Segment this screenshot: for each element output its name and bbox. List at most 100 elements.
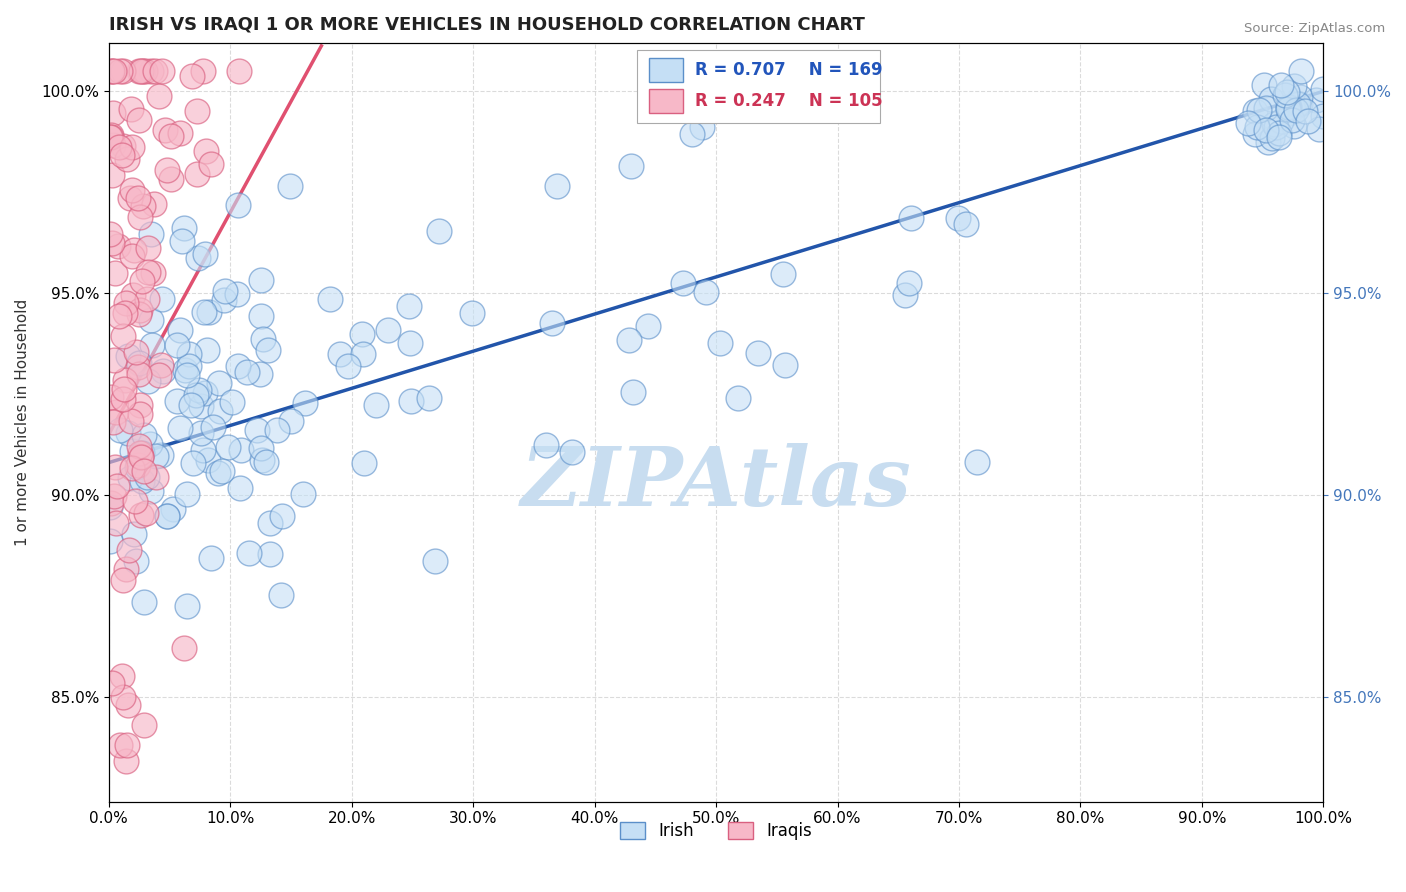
Point — [115, 295, 138, 310]
Point — [125, 554, 148, 568]
Point — [695, 285, 717, 299]
Y-axis label: 1 or more Vehicles in Household: 1 or more Vehicles in Household — [15, 299, 30, 546]
Point — [238, 546, 260, 560]
Point — [100, 676, 122, 690]
Point — [152, 364, 174, 378]
Point — [271, 508, 294, 523]
Point — [145, 470, 167, 484]
Point — [226, 198, 249, 212]
Point — [249, 368, 271, 382]
Point — [214, 285, 236, 299]
Point — [184, 388, 207, 402]
Text: R = 0.247    N = 105: R = 0.247 N = 105 — [696, 92, 883, 111]
Point — [120, 102, 142, 116]
Point — [170, 234, 193, 248]
Point — [181, 69, 204, 83]
Point — [195, 144, 218, 158]
Point — [186, 104, 208, 119]
Point — [138, 374, 160, 388]
Point — [127, 458, 149, 472]
Point — [772, 267, 794, 281]
Point — [398, 300, 420, 314]
Point — [897, 276, 920, 290]
Point — [1246, 120, 1268, 135]
Point — [319, 293, 342, 307]
Point — [150, 292, 173, 306]
Point — [176, 368, 198, 383]
Point — [103, 64, 125, 78]
Point — [111, 573, 134, 587]
Point — [246, 423, 269, 437]
Point — [124, 493, 146, 508]
Point — [546, 178, 568, 193]
Point — [352, 347, 374, 361]
Point — [169, 421, 191, 435]
Point — [160, 128, 183, 143]
Point — [132, 199, 155, 213]
Point — [128, 307, 150, 321]
Point — [1312, 82, 1334, 96]
Point — [100, 235, 122, 250]
Point — [1244, 103, 1267, 118]
Point — [148, 88, 170, 103]
Point — [176, 599, 198, 614]
Point — [156, 508, 179, 523]
Point — [100, 496, 122, 510]
Point — [690, 120, 713, 135]
Point — [200, 550, 222, 565]
Point — [193, 386, 215, 401]
Point — [541, 316, 564, 330]
Point — [98, 534, 121, 549]
Point — [194, 247, 217, 261]
Point — [353, 456, 375, 470]
Point — [173, 641, 195, 656]
Point — [129, 450, 152, 465]
Point — [671, 276, 693, 290]
Point — [176, 487, 198, 501]
Point — [103, 489, 125, 503]
Point — [121, 249, 143, 263]
Point — [134, 64, 156, 78]
Point — [193, 305, 215, 319]
Point — [122, 526, 145, 541]
Point — [111, 669, 134, 683]
Point — [1244, 128, 1267, 142]
Point — [111, 328, 134, 343]
Point — [250, 441, 273, 455]
Point — [108, 140, 131, 154]
Point — [900, 211, 922, 226]
Point — [104, 516, 127, 530]
Point — [179, 347, 201, 361]
Point — [107, 478, 129, 492]
Point — [139, 484, 162, 499]
Point — [1278, 100, 1301, 114]
Point — [948, 211, 970, 226]
Point — [108, 738, 131, 752]
Point — [250, 273, 273, 287]
Point — [100, 129, 122, 144]
Point — [169, 323, 191, 337]
Point — [190, 425, 212, 440]
Point — [148, 368, 170, 383]
Point — [173, 220, 195, 235]
Point — [122, 244, 145, 258]
Point — [100, 64, 122, 78]
Text: R = 0.707    N = 169: R = 0.707 N = 169 — [696, 62, 883, 79]
Point — [966, 455, 988, 469]
Point — [136, 470, 159, 484]
Point — [136, 241, 159, 255]
Point — [197, 305, 219, 319]
Point — [727, 391, 749, 405]
Point — [259, 516, 281, 531]
Point — [1278, 106, 1301, 120]
Point — [366, 398, 388, 412]
Point — [259, 548, 281, 562]
Point — [104, 459, 127, 474]
Point — [111, 392, 134, 406]
Point — [115, 152, 138, 166]
Point — [747, 346, 769, 360]
Point — [190, 399, 212, 413]
Point — [139, 64, 162, 78]
Point — [142, 197, 165, 211]
Point — [142, 266, 165, 280]
